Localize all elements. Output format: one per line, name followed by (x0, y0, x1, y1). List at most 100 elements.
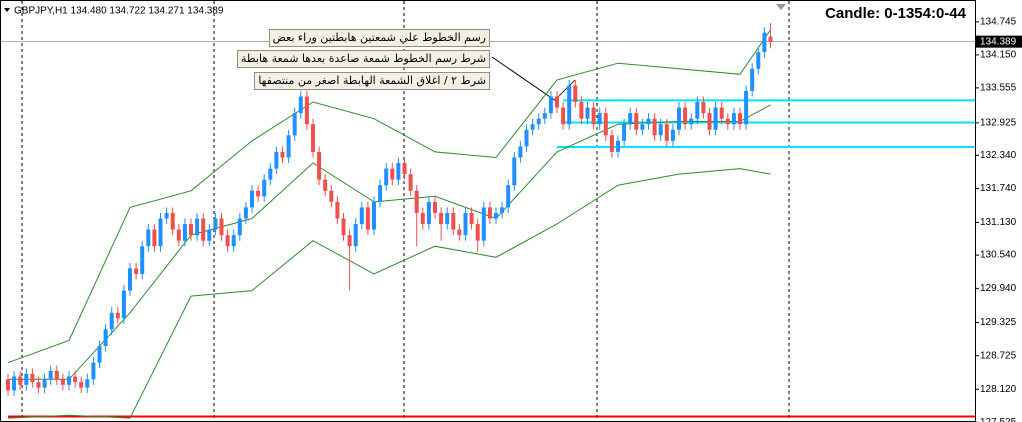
candle-body (414, 190, 419, 213)
candle-body (103, 329, 108, 347)
candle-body (48, 370, 53, 380)
candle-body (658, 124, 663, 136)
candle-body (561, 107, 566, 125)
candle-body (121, 290, 126, 319)
y-tick-label: 129.940 (980, 283, 1017, 294)
candle-body (579, 102, 584, 119)
candle-body (164, 212, 169, 219)
candle-body (402, 163, 407, 175)
candle-body (469, 212, 474, 225)
candle-body (18, 376, 23, 385)
candle-body (250, 190, 254, 208)
price-label: 134.389 (980, 36, 1017, 47)
candle-body (42, 379, 47, 388)
candle-body (762, 32, 767, 53)
candle-body (304, 96, 309, 125)
band-line (7, 29, 771, 364)
candle-body (603, 113, 608, 136)
candle-body (567, 85, 572, 125)
candle-body (451, 212, 456, 230)
candle-body (652, 118, 657, 136)
candle-body (225, 235, 230, 247)
candle-body (182, 224, 187, 241)
candle-body (158, 218, 163, 247)
candle-body (231, 235, 236, 247)
candle-body (426, 201, 431, 225)
candle-body (457, 229, 462, 236)
candle-body (396, 163, 401, 180)
candle-body (170, 212, 175, 230)
candle-body (311, 124, 315, 152)
candle-body (616, 140, 620, 152)
candle-body (256, 190, 261, 197)
candle-body (201, 218, 206, 241)
candle-body (481, 207, 486, 241)
candle-body (280, 151, 285, 158)
candle-body (372, 201, 376, 230)
candle-body (677, 107, 681, 130)
candle-body (628, 113, 633, 125)
candle-body (359, 207, 364, 225)
note: شرط ٢ / اغلاق الشمعة الهابطة اصغر من منت… (254, 72, 490, 90)
candle-body (725, 118, 730, 125)
candle-body (60, 379, 65, 385)
y-tick-label: 134.745 (980, 17, 1017, 28)
annotation-arrow (491, 56, 557, 102)
candle-body (384, 168, 389, 186)
candle-body (494, 212, 498, 219)
candle-body (548, 96, 553, 114)
candle-body (268, 168, 273, 180)
candle-body (585, 107, 590, 119)
y-tick-label: 130.540 (980, 250, 1017, 261)
candle-body (609, 135, 614, 152)
chart-title: GBPJPY,H1 134.480 134.722 134.271 134.38… (14, 6, 224, 17)
candle-body (524, 129, 529, 147)
y-tick-label: 127.525 (980, 417, 1017, 422)
candle-body (329, 190, 334, 202)
candle-body (555, 96, 559, 108)
candle-body (390, 168, 395, 180)
y-tick-label: 131.740 (980, 183, 1017, 194)
candle-body (207, 229, 212, 241)
candle-body (353, 224, 358, 247)
y-tick-label: 128.725 (980, 350, 1017, 361)
candle-body (670, 129, 675, 141)
candle-body (439, 212, 444, 225)
candle-body (237, 218, 242, 236)
y-tick-label: 128.120 (980, 384, 1017, 395)
candle-body (195, 218, 200, 236)
y-tick-label: 134.150 (980, 50, 1017, 61)
candle-body (634, 113, 639, 130)
candle-body (744, 90, 749, 125)
candle-body (128, 268, 132, 291)
candle-body (140, 246, 145, 274)
candle-body (347, 235, 352, 247)
candle-body (542, 113, 547, 119)
note: رسم الخطوط علي شمعتين هابطتين وراء بعض (268, 29, 490, 47)
candle-body (750, 68, 755, 91)
candle-body (152, 229, 157, 247)
candle-body (768, 36, 773, 42)
candle-body (317, 151, 322, 180)
candle-body (91, 362, 96, 380)
candle-body (689, 118, 694, 125)
candle-body (738, 113, 742, 125)
band-line (7, 168, 771, 419)
candle-body (500, 207, 505, 213)
candle-body (591, 107, 596, 125)
candle-body (530, 124, 535, 130)
candle-body (146, 229, 151, 247)
candle-body (6, 379, 10, 391)
candle-body (622, 124, 627, 141)
candle-body (274, 151, 279, 169)
candle-body (286, 135, 291, 158)
candle-body (707, 113, 712, 130)
y-tick-label: 129.325 (980, 317, 1017, 328)
candle-body (646, 118, 651, 125)
y-tick-label: 131.130 (980, 217, 1017, 228)
candle-body (475, 224, 480, 241)
candle-body (298, 96, 303, 114)
candle-body (115, 312, 120, 319)
candle-body (24, 373, 29, 385)
